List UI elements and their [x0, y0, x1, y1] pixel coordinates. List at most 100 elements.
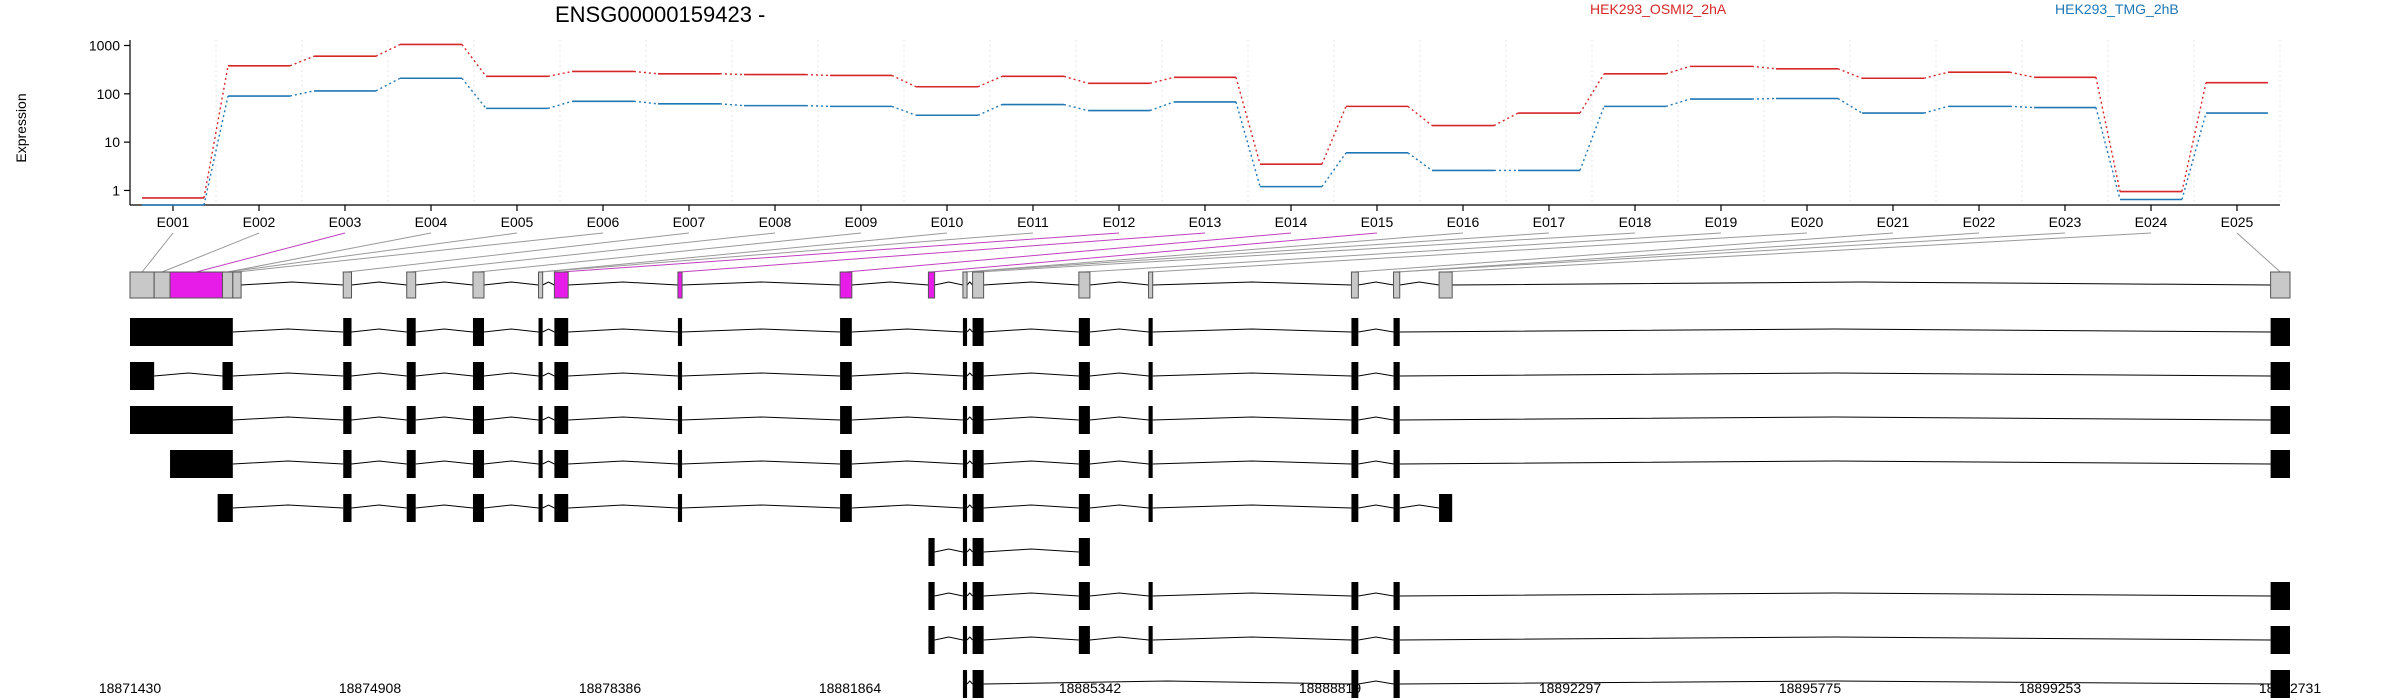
x-axis: E001 E002 E003 E004 E005 E006 E007 E008 E009 E010… — [130, 204, 2280, 230]
transcript-exon — [962, 582, 968, 610]
transcript-exon — [1351, 626, 1359, 654]
exon-box — [406, 271, 417, 299]
x-tick-label: E021 — [1877, 214, 1910, 230]
exon-connector — [1396, 232, 1980, 273]
series-connector — [1321, 152, 1347, 188]
series-connector — [2009, 105, 2035, 109]
series-connector — [1665, 65, 1691, 75]
transcript-introns — [232, 504, 1440, 509]
series-lines — [142, 43, 2268, 206]
transcript-introns — [934, 636, 2271, 641]
transcript-exon — [538, 362, 543, 390]
transcript-exon — [554, 362, 569, 390]
transcript-exon — [1078, 538, 1090, 566]
exon-box — [1078, 271, 1091, 299]
exon-connector — [227, 232, 432, 273]
transcript-exon — [962, 362, 968, 390]
exon-box — [2270, 271, 2291, 299]
exon-box — [232, 271, 242, 299]
transcript-exon — [677, 450, 683, 478]
series-connector — [977, 75, 1003, 88]
transcript-exon — [677, 494, 683, 522]
exon-connector — [161, 232, 260, 273]
transcript-exon — [972, 626, 984, 654]
exon-connector — [141, 232, 174, 273]
transcript-introns — [934, 548, 1079, 553]
transcript-exon — [1393, 582, 1400, 610]
x-tick-label: E007 — [673, 214, 706, 230]
transcript-exon — [1351, 318, 1359, 346]
transcript-exon — [2270, 450, 2290, 478]
x-tick-label: E013 — [1189, 214, 1222, 230]
exon-box — [677, 271, 683, 299]
exon-connector — [1445, 232, 2152, 273]
exon-connector — [196, 232, 346, 273]
transcript-exon — [962, 670, 968, 698]
x-tick-label: E018 — [1619, 214, 1652, 230]
transcript-exon — [928, 626, 935, 654]
transcript-exon — [1148, 318, 1153, 346]
transcript-exon — [554, 450, 569, 478]
transcript-exon — [343, 362, 352, 390]
transcript-row — [170, 450, 2290, 478]
legend-entry: HEK293_OSMI2_2hA — [1590, 1, 1727, 17]
series-connector — [2095, 107, 2121, 200]
transcript-exon — [972, 318, 984, 346]
series-connector — [203, 65, 229, 199]
series-HEK293_TMG_2hB — [142, 77, 2268, 206]
transcript-exon — [1078, 582, 1090, 610]
transcript-exon — [1148, 450, 1153, 478]
transcript-exon — [972, 582, 984, 610]
transcript-exon — [554, 406, 569, 434]
exon-connector — [227, 232, 518, 273]
exon-box — [472, 271, 485, 299]
transcript-exon — [928, 538, 935, 566]
x-tick-label: E002 — [243, 214, 276, 230]
exon-box — [221, 271, 234, 299]
exon-box — [169, 271, 223, 299]
transcript-exon — [343, 494, 352, 522]
exon-box — [1438, 271, 1453, 299]
transcript-exon — [962, 494, 968, 522]
transcript-exon — [840, 362, 852, 390]
exon-connector — [845, 232, 1292, 273]
transcript-exon — [1351, 450, 1359, 478]
exon-box — [972, 271, 985, 299]
transcript-row — [928, 626, 2290, 654]
x-tick-label: E023 — [2049, 214, 2082, 230]
transcript-row — [130, 362, 2290, 390]
series-connector — [203, 95, 229, 206]
transcript-exon — [343, 318, 352, 346]
series-connector — [1407, 105, 1433, 127]
transcript-exon — [840, 406, 852, 434]
transcript-exon — [1078, 406, 1090, 434]
transcript-exon — [130, 362, 155, 390]
transcript-exon — [962, 318, 968, 346]
transcript-exon — [840, 450, 852, 478]
transcript-row — [962, 670, 2290, 698]
series-connector — [1235, 101, 1261, 187]
series-connector — [1321, 106, 1347, 165]
x-tick-label: E019 — [1705, 214, 1738, 230]
series-connector — [1751, 65, 1777, 70]
series-connector — [1923, 71, 1949, 79]
transcript-exon — [538, 318, 543, 346]
transcript-exon — [406, 406, 416, 434]
x-tick-label: E017 — [1533, 214, 1566, 230]
transcript-exon — [1393, 362, 1400, 390]
legend-entry: HEK293_TMG_2hB — [2055, 1, 2179, 17]
transcript-exon — [840, 318, 852, 346]
exon-connector — [679, 232, 1206, 273]
series-connector — [1665, 98, 1691, 108]
exon-box — [153, 271, 171, 299]
exon-connector — [411, 232, 776, 273]
coordinate-label: 18892297 — [1539, 680, 1602, 696]
series-connector — [547, 70, 573, 78]
transcript-tracks — [130, 318, 2290, 698]
exon-connector — [964, 232, 1464, 273]
transcript-row — [130, 406, 2290, 434]
series-connector — [1579, 106, 1605, 171]
series-connector — [1493, 112, 1519, 127]
series-connector — [977, 103, 1003, 116]
